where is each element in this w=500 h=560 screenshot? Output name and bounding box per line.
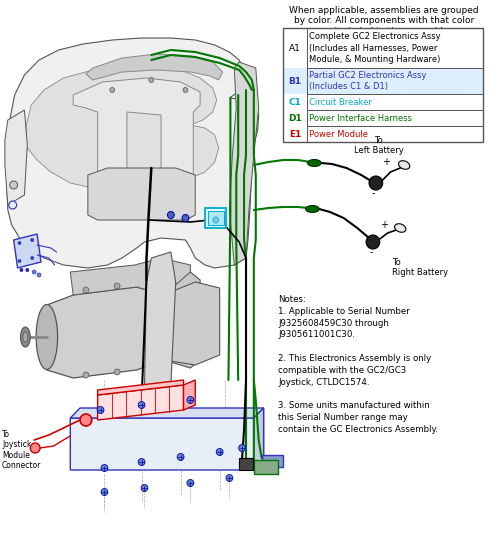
Circle shape [9, 201, 16, 209]
Polygon shape [98, 385, 184, 420]
Circle shape [31, 256, 34, 259]
Polygon shape [88, 168, 195, 220]
Circle shape [114, 369, 120, 375]
Bar [283, 126, 483, 142]
Circle shape [110, 87, 114, 92]
Bar [239, 458, 253, 470]
Polygon shape [98, 380, 184, 395]
Circle shape [31, 239, 34, 241]
Bar [283, 110, 306, 126]
Ellipse shape [36, 305, 58, 370]
Circle shape [32, 270, 36, 274]
Circle shape [216, 449, 223, 455]
Circle shape [238, 445, 246, 451]
Text: When applicable, assemblies are grouped
by color. All components with that color: When applicable, assemblies are grouped … [289, 6, 478, 36]
Polygon shape [254, 408, 264, 470]
Text: Complete GC2 Electronics Assy
(Includes all Harnesses, Power
Module, & Mounting : Complete GC2 Electronics Assy (Includes … [310, 32, 441, 64]
Circle shape [101, 488, 108, 496]
Text: -: - [369, 247, 372, 257]
Ellipse shape [308, 160, 321, 166]
Polygon shape [73, 78, 200, 185]
Circle shape [18, 241, 21, 245]
Circle shape [97, 407, 104, 413]
Text: B1: B1 [288, 77, 302, 86]
Circle shape [30, 443, 40, 453]
Polygon shape [184, 380, 195, 410]
Circle shape [149, 77, 154, 82]
Bar [283, 110, 483, 126]
Polygon shape [47, 287, 164, 378]
Polygon shape [86, 54, 222, 80]
Text: E1: E1 [288, 129, 301, 138]
Circle shape [187, 479, 194, 487]
Polygon shape [14, 234, 41, 268]
Polygon shape [152, 282, 220, 365]
Bar [283, 94, 306, 110]
Ellipse shape [398, 161, 410, 169]
Circle shape [18, 259, 21, 263]
Bar [283, 68, 306, 94]
Circle shape [226, 474, 233, 482]
Text: Power Module: Power Module [310, 129, 368, 138]
Polygon shape [5, 110, 28, 205]
Circle shape [138, 402, 145, 408]
Ellipse shape [155, 300, 173, 354]
Text: -: - [371, 188, 374, 198]
Polygon shape [24, 67, 218, 188]
Ellipse shape [23, 332, 28, 342]
Text: A1: A1 [289, 44, 301, 53]
Bar [208, 211, 224, 225]
Text: To
Right Battery: To Right Battery [392, 258, 448, 277]
Bar [283, 68, 483, 94]
Circle shape [168, 212, 174, 218]
Circle shape [37, 273, 41, 277]
Circle shape [183, 87, 188, 92]
Text: To
Left Battery: To Left Battery [354, 136, 404, 155]
Text: Circuit Breaker: Circuit Breaker [310, 97, 372, 106]
Text: To
Joystick
Module
Connector: To Joystick Module Connector [2, 430, 42, 470]
Text: Power Interface Harness: Power Interface Harness [310, 114, 412, 123]
Polygon shape [70, 408, 264, 418]
Bar [283, 94, 483, 110]
Bar [254, 460, 278, 474]
Ellipse shape [394, 223, 406, 232]
Polygon shape [7, 38, 258, 268]
Polygon shape [230, 62, 258, 265]
Text: +: + [382, 157, 390, 167]
Text: D1: D1 [288, 114, 302, 123]
Circle shape [187, 396, 194, 404]
Circle shape [101, 464, 108, 472]
Bar [283, 126, 306, 142]
Bar [283, 28, 483, 68]
Text: +: + [380, 220, 388, 230]
Circle shape [213, 217, 218, 223]
Polygon shape [136, 272, 200, 368]
Circle shape [83, 372, 89, 378]
Bar [283, 28, 483, 142]
Circle shape [366, 235, 380, 249]
Circle shape [141, 484, 148, 492]
Text: C1: C1 [288, 97, 302, 106]
Circle shape [83, 287, 89, 293]
Bar [262, 455, 283, 467]
Ellipse shape [20, 327, 30, 347]
Circle shape [80, 414, 92, 426]
Bar [205, 208, 227, 228]
Circle shape [138, 459, 145, 465]
Circle shape [369, 176, 382, 190]
Circle shape [177, 454, 184, 460]
Polygon shape [70, 258, 190, 295]
Circle shape [20, 268, 23, 272]
Circle shape [114, 283, 120, 289]
Text: Notes:
1. Applicable to Serial Number
J9325608459C30 through
J9305611001C30.

2.: Notes: 1. Applicable to Serial Number J9… [278, 295, 438, 434]
Bar [283, 28, 306, 68]
Circle shape [182, 214, 189, 222]
Polygon shape [144, 252, 176, 400]
Circle shape [26, 268, 29, 272]
Circle shape [10, 181, 18, 189]
Text: Partial GC2 Electronics Assy
(Includes C1 & D1): Partial GC2 Electronics Assy (Includes C… [310, 71, 427, 91]
Ellipse shape [306, 206, 319, 212]
Polygon shape [70, 408, 264, 470]
